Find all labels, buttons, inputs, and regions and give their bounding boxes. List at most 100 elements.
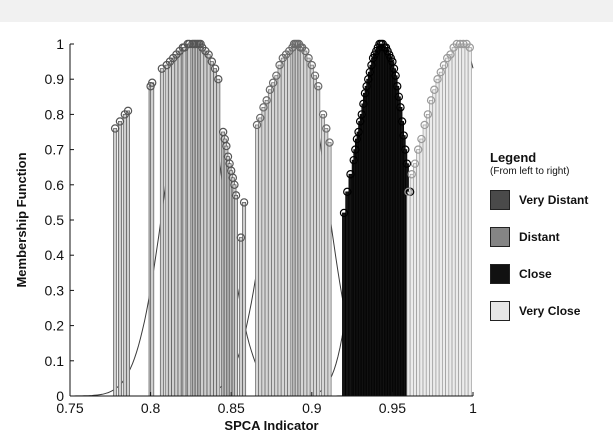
data-stem (438, 71, 443, 397)
data-marker (410, 159, 420, 168)
data-marker (148, 78, 157, 87)
data-stem (306, 57, 311, 397)
data-stems (113, 43, 472, 397)
data-stem (313, 75, 317, 397)
data-marker (391, 71, 400, 80)
data-stem (264, 99, 269, 397)
legend-item-distant: Distant (490, 226, 610, 248)
data-stem (216, 78, 221, 397)
data-marker (207, 57, 217, 66)
x-tick-label: 1 (469, 400, 477, 416)
legend-label: Very Close (519, 304, 581, 318)
data-stem (203, 50, 208, 397)
data-marker (259, 103, 268, 112)
data-stem (321, 114, 326, 397)
legend-swatch-very-close (490, 301, 510, 321)
legend-label: Very Distant (519, 193, 589, 207)
legend-swatch-very-distant (490, 190, 510, 210)
data-stem (309, 64, 314, 397)
data-marker (354, 127, 363, 137)
data-stem (177, 50, 182, 397)
data-marker (417, 134, 426, 144)
data-stem (213, 68, 218, 397)
data-marker (459, 39, 468, 49)
data-stem (118, 121, 122, 397)
data-stem (209, 61, 214, 397)
data-stem (409, 173, 414, 397)
data-marker (407, 170, 416, 179)
data-stem (113, 128, 118, 397)
data-marker (307, 60, 316, 70)
data-marker (123, 106, 133, 116)
data-stem (150, 82, 155, 397)
legend-label: Close (519, 267, 552, 281)
data-stem (174, 54, 179, 397)
data-marker (426, 96, 436, 105)
data-marker (256, 113, 265, 123)
y-tick-label: 1 (56, 36, 64, 52)
legend-item-very-distant: Very Distant (490, 189, 610, 211)
data-marker (357, 110, 366, 119)
y-tick-label: 0.7 (45, 142, 65, 158)
data-marker (115, 117, 125, 126)
data-stem (327, 142, 332, 397)
data-marker (322, 124, 331, 133)
data-stem (277, 64, 282, 397)
legend-title: Legend (490, 150, 537, 165)
data-stem (342, 212, 346, 397)
data-marker (110, 124, 120, 133)
data-stem (164, 64, 169, 397)
x-tick-label: 0.75 (56, 400, 83, 416)
y-tick-label: 0.1 (45, 353, 65, 369)
y-tick-label: 0.4 (45, 247, 65, 263)
data-stem (429, 99, 434, 397)
data-stem (238, 237, 243, 397)
data-marker (346, 170, 355, 179)
data-stem (187, 43, 192, 397)
data-marker (351, 145, 360, 154)
data-stem (454, 43, 459, 397)
data-marker (252, 120, 262, 130)
data-stem (206, 54, 211, 397)
data-stem (348, 173, 353, 397)
y-tick-label: 0.8 (45, 106, 65, 122)
data-stem (200, 47, 205, 397)
data-stem (287, 50, 292, 397)
data-marker (272, 71, 281, 80)
legend-item-very-close: Very Close (490, 300, 610, 322)
data-stem (234, 195, 238, 397)
data-marker (430, 85, 439, 94)
data-marker (262, 96, 271, 105)
data-stem (416, 149, 421, 397)
data-stem (255, 124, 259, 397)
y-tick-label: 0.3 (45, 282, 65, 298)
x-tick-label: 0.85 (218, 400, 245, 416)
data-marker (393, 82, 402, 91)
data-marker (275, 60, 284, 70)
data-stem (274, 75, 279, 397)
data-marker (304, 53, 313, 63)
data-marker (325, 138, 334, 147)
data-marker (359, 99, 368, 109)
data-stem (242, 202, 247, 397)
data-stem (442, 64, 446, 397)
data-stem (122, 114, 127, 397)
data-marker (439, 60, 449, 70)
data-marker (433, 74, 442, 84)
data-marker (399, 131, 408, 140)
data-stem (435, 78, 440, 397)
data-stem (464, 43, 469, 397)
y-tick-label: 0.5 (45, 212, 65, 228)
data-marker (210, 64, 220, 73)
data-marker (420, 120, 429, 130)
x-axis-ticks: 0.75 0.8 0.85 0.9 0.95 1 (56, 392, 477, 416)
data-marker (185, 39, 194, 49)
data-stem (324, 128, 329, 397)
data-marker (214, 74, 223, 84)
data-stem (126, 110, 130, 397)
data-marker (436, 67, 445, 77)
data-marker (301, 46, 310, 56)
data-stem (267, 89, 272, 397)
data-stem (432, 89, 437, 397)
